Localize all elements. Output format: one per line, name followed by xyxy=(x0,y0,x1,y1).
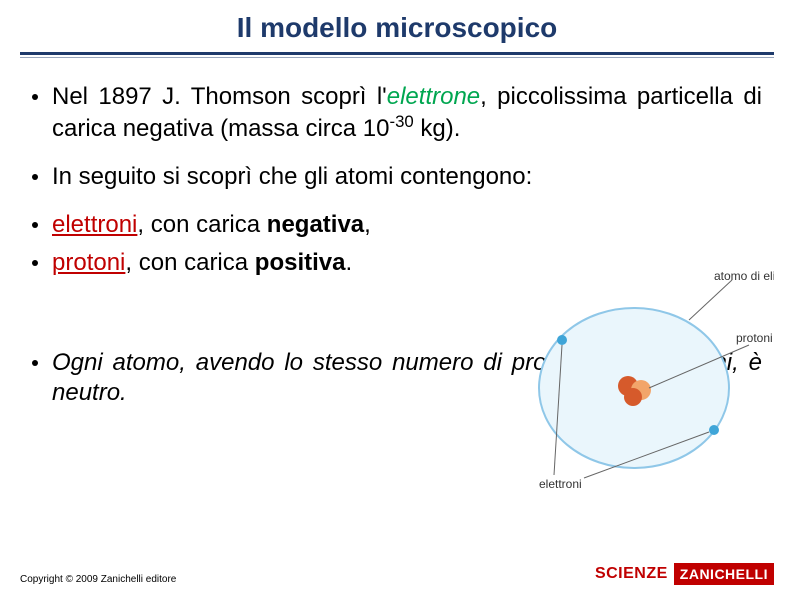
bullet-3-text: elettroni, con carica negativa, xyxy=(52,210,371,240)
b3-tail: , xyxy=(364,211,371,238)
electron-dot xyxy=(709,425,719,435)
b4-underlined: protoni xyxy=(52,249,125,276)
rule-heavy xyxy=(20,52,774,55)
bullet-dot xyxy=(32,222,38,228)
label-electrons: elettroni xyxy=(539,477,582,490)
footer: Copyright © 2009 Zanichelli editore SCIE… xyxy=(20,563,774,585)
bullet-1-text: Nel 1897 J. Thomson scoprì l'elettrone, … xyxy=(52,82,762,144)
b1-pre: Nel 1897 J. Thomson scoprì l' xyxy=(52,83,387,110)
b1-exp: -30 xyxy=(389,112,413,131)
bullet-3: elettroni, con carica negativa, xyxy=(32,210,762,240)
b4-bold: positiva xyxy=(255,249,346,276)
publisher-logo: SCIENZE ZANICHELLI xyxy=(595,563,774,585)
logo-zanichelli: ZANICHELLI xyxy=(674,563,774,585)
bullet-4-text: protoni, con carica positiva. xyxy=(52,248,352,278)
bullet-2: In seguito si scoprì che gli atomi conte… xyxy=(32,162,762,192)
b3-bold: negativa xyxy=(267,211,364,238)
slide-title: Il modello microscopico xyxy=(0,0,794,52)
bullet-dot xyxy=(32,260,38,266)
b1-electron: elettrone xyxy=(387,83,480,110)
b3-underlined: elettroni xyxy=(52,211,137,238)
b4-tail: . xyxy=(345,249,352,276)
electron-dot xyxy=(557,335,567,345)
bullet-1: Nel 1897 J. Thomson scoprì l'elettrone, … xyxy=(32,82,762,144)
b3-mid: , con carica xyxy=(137,211,266,238)
label-atom: atomo di elio xyxy=(714,270,774,283)
proton-dot xyxy=(624,388,642,406)
label-protons: protoni xyxy=(736,331,773,345)
bullet-dot xyxy=(32,94,38,100)
logo-scienze: SCIENZE xyxy=(595,565,668,583)
helium-atom-diagram: atomo di elio protoni elettroni xyxy=(514,270,774,490)
bullet-2-text: In seguito si scoprì che gli atomi conte… xyxy=(52,162,532,192)
leader-atom xyxy=(689,280,732,320)
bullet-dot xyxy=(32,174,38,180)
bullet-dot xyxy=(32,360,38,366)
b4-mid: , con carica xyxy=(125,249,254,276)
copyright-text: Copyright © 2009 Zanichelli editore xyxy=(20,574,176,585)
b1-post2: kg). xyxy=(414,115,461,142)
